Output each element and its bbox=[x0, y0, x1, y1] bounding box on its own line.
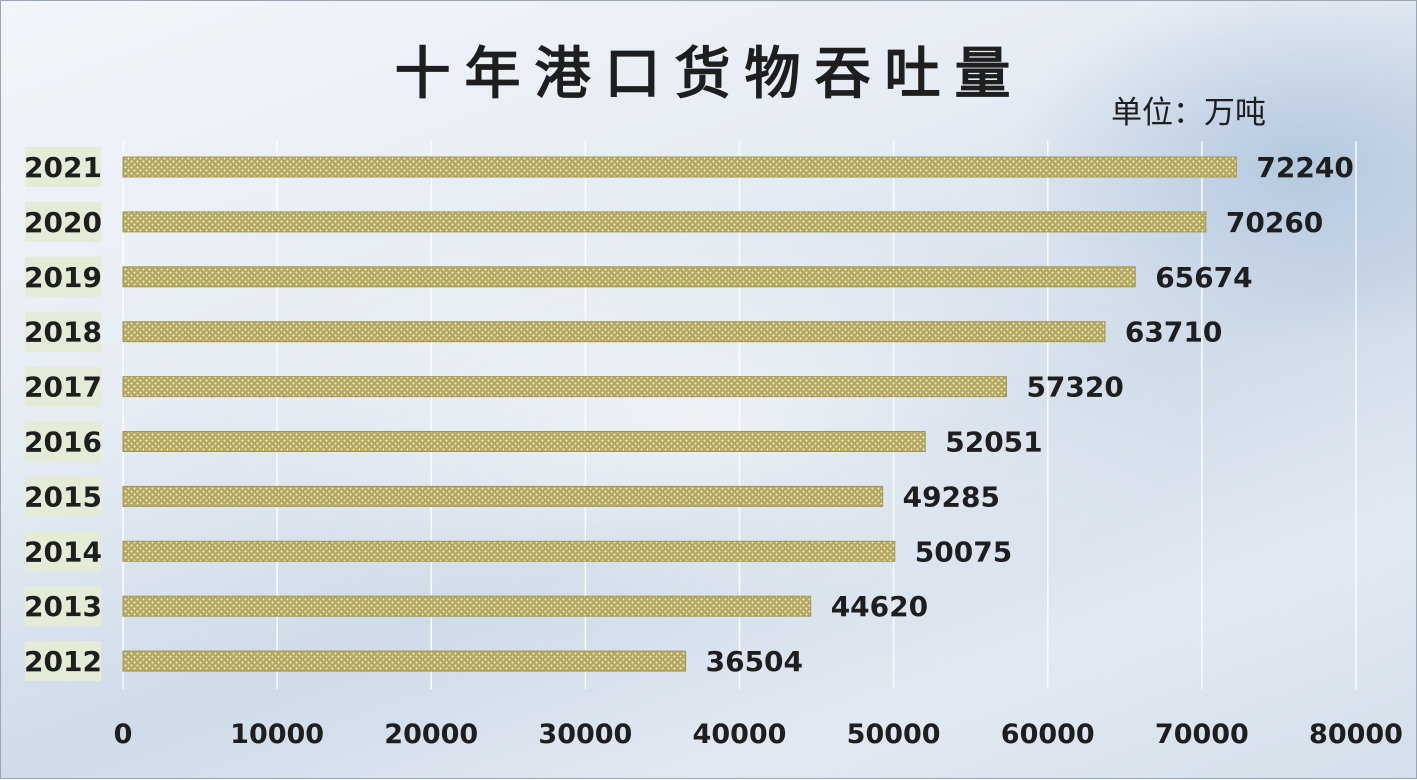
category-label-bg bbox=[25, 586, 101, 627]
category-label: 2012 bbox=[24, 645, 102, 678]
data-label: 50075 bbox=[915, 535, 1012, 568]
bar bbox=[122, 540, 896, 562]
data-label: 49285 bbox=[903, 480, 1000, 513]
bar bbox=[122, 485, 884, 507]
bar bbox=[122, 266, 1136, 288]
chart-title: 十年港口货物吞吐量 bbox=[394, 41, 1025, 107]
data-label: 52051 bbox=[945, 426, 1042, 459]
data-label: 72240 bbox=[1256, 151, 1353, 184]
category-label-bg bbox=[25, 311, 101, 352]
category-label: 2018 bbox=[24, 316, 102, 349]
bar bbox=[122, 376, 1007, 398]
x-tick-label: 0 bbox=[114, 719, 133, 750]
x-tick-label: 60000 bbox=[1001, 719, 1095, 750]
bar bbox=[122, 431, 926, 452]
x-tick-label: 20000 bbox=[384, 719, 478, 750]
data-label: 57320 bbox=[1026, 371, 1123, 404]
x-tick-label: 40000 bbox=[693, 719, 787, 750]
bar bbox=[122, 211, 1207, 233]
unit-label: 单位：万吨 bbox=[1111, 95, 1266, 131]
bar bbox=[122, 321, 1106, 343]
category-label: 2013 bbox=[24, 590, 102, 623]
category-label: 2017 bbox=[24, 371, 102, 404]
category-label-bg bbox=[25, 421, 101, 462]
category-label-bg bbox=[25, 531, 101, 572]
data-label: 65674 bbox=[1155, 261, 1252, 294]
category-label: 2020 bbox=[24, 206, 102, 239]
x-tick-label: 70000 bbox=[1155, 719, 1249, 750]
bar bbox=[122, 595, 812, 617]
data-label: 44620 bbox=[831, 590, 928, 623]
category-label: 2016 bbox=[24, 426, 102, 459]
category-label-bg bbox=[25, 366, 101, 407]
category-label: 2021 bbox=[24, 151, 102, 184]
bar bbox=[122, 650, 687, 672]
category-label: 2019 bbox=[24, 261, 102, 294]
data-label: 63710 bbox=[1125, 316, 1222, 349]
x-tick-label: 30000 bbox=[538, 719, 632, 750]
category-label: 2014 bbox=[24, 535, 102, 568]
data-label: 70260 bbox=[1226, 206, 1323, 239]
category-label-bg bbox=[25, 201, 101, 242]
category-label-bg bbox=[25, 256, 101, 297]
category-label: 2015 bbox=[24, 480, 102, 513]
x-tick-label: 50000 bbox=[847, 719, 941, 750]
category-label-bg bbox=[25, 147, 101, 187]
bars bbox=[122, 156, 1237, 672]
category-labels: 2021 2020 2019 2018 2017 2016 2015 2014 2013 2012 bbox=[24, 147, 102, 682]
category-label-bg bbox=[25, 476, 101, 517]
x-tick-labels: 0 10000 20000 30000 40000 50000 60000 70000 8000… bbox=[114, 719, 1403, 750]
data-label: 36504 bbox=[706, 645, 803, 678]
category-label-bg bbox=[25, 641, 101, 682]
bar bbox=[122, 156, 1237, 178]
x-tick-label: 80000 bbox=[1309, 719, 1403, 750]
x-tick-label: 10000 bbox=[230, 719, 324, 750]
